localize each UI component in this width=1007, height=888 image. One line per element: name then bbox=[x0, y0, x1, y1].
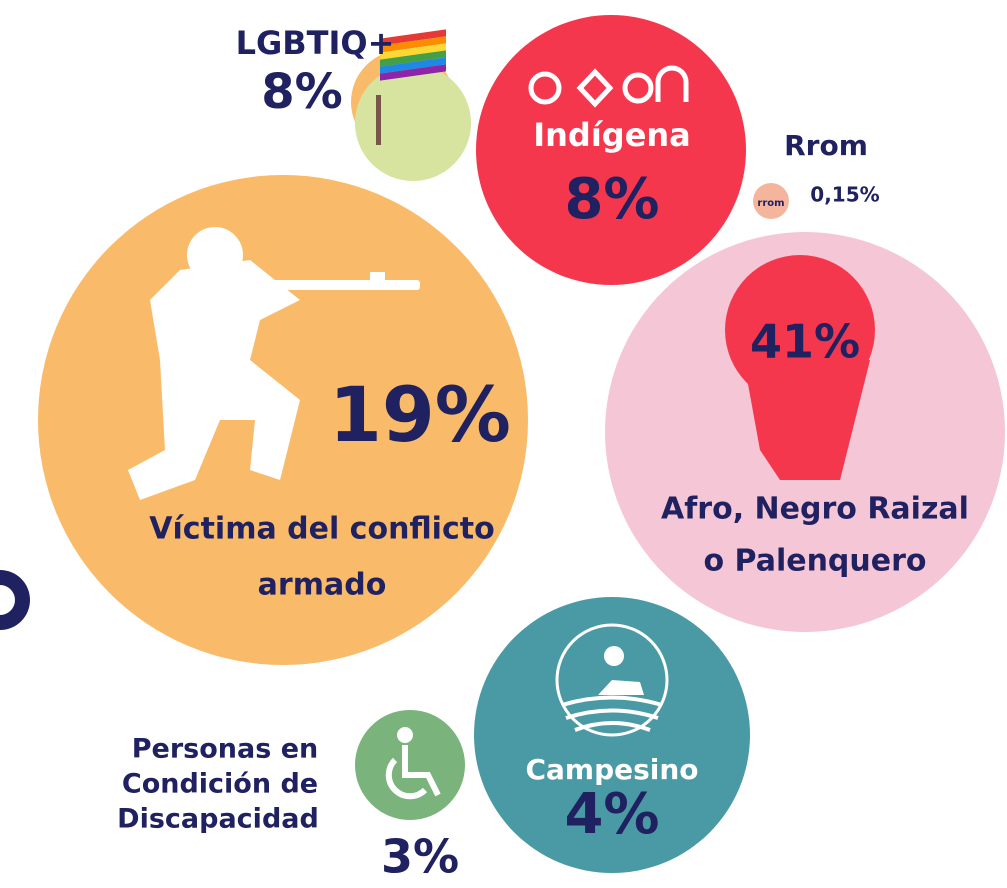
partial-shape bbox=[0, 570, 30, 630]
value: 4% bbox=[564, 782, 659, 847]
soldier-icon bbox=[128, 227, 420, 500]
disability-bubble bbox=[355, 710, 465, 820]
label: Rrom bbox=[784, 129, 868, 162]
indigena-icon bbox=[528, 65, 689, 108]
campesino-icon bbox=[555, 623, 669, 737]
label: armado bbox=[258, 568, 387, 603]
value: 8% bbox=[564, 167, 659, 232]
rrom-bubble bbox=[753, 183, 789, 219]
flag-icon bbox=[376, 29, 446, 145]
indigena-bubble bbox=[476, 15, 746, 285]
value: 8% bbox=[261, 64, 343, 120]
label: Afro, Negro Raizal bbox=[661, 492, 969, 527]
label: Personas en bbox=[132, 734, 318, 765]
label: Indígena bbox=[533, 116, 691, 154]
value: 19% bbox=[329, 370, 511, 459]
value: 41% bbox=[750, 315, 860, 369]
label: LGBTIQ+ bbox=[236, 24, 395, 62]
label: Campesino bbox=[525, 753, 698, 786]
value: 0,15% bbox=[810, 183, 879, 207]
label: Discapacidad bbox=[117, 804, 319, 835]
wheelchair-icon bbox=[385, 727, 441, 800]
lgbt-bubble bbox=[355, 65, 471, 181]
label: Condición de bbox=[122, 769, 318, 800]
value: 3% bbox=[381, 830, 459, 884]
afro-icon bbox=[725, 255, 875, 480]
label: Víctima del conflicto bbox=[149, 512, 494, 547]
icon-text: rrom bbox=[757, 198, 784, 209]
label: o Palenquero bbox=[703, 544, 926, 579]
